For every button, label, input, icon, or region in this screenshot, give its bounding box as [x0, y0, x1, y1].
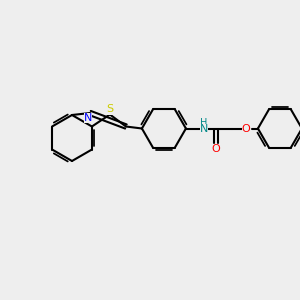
Text: N: N	[84, 113, 92, 123]
Text: N: N	[200, 124, 208, 134]
Text: S: S	[106, 104, 113, 115]
Text: O: O	[242, 124, 250, 134]
Text: O: O	[212, 143, 220, 154]
Text: H: H	[200, 118, 208, 128]
